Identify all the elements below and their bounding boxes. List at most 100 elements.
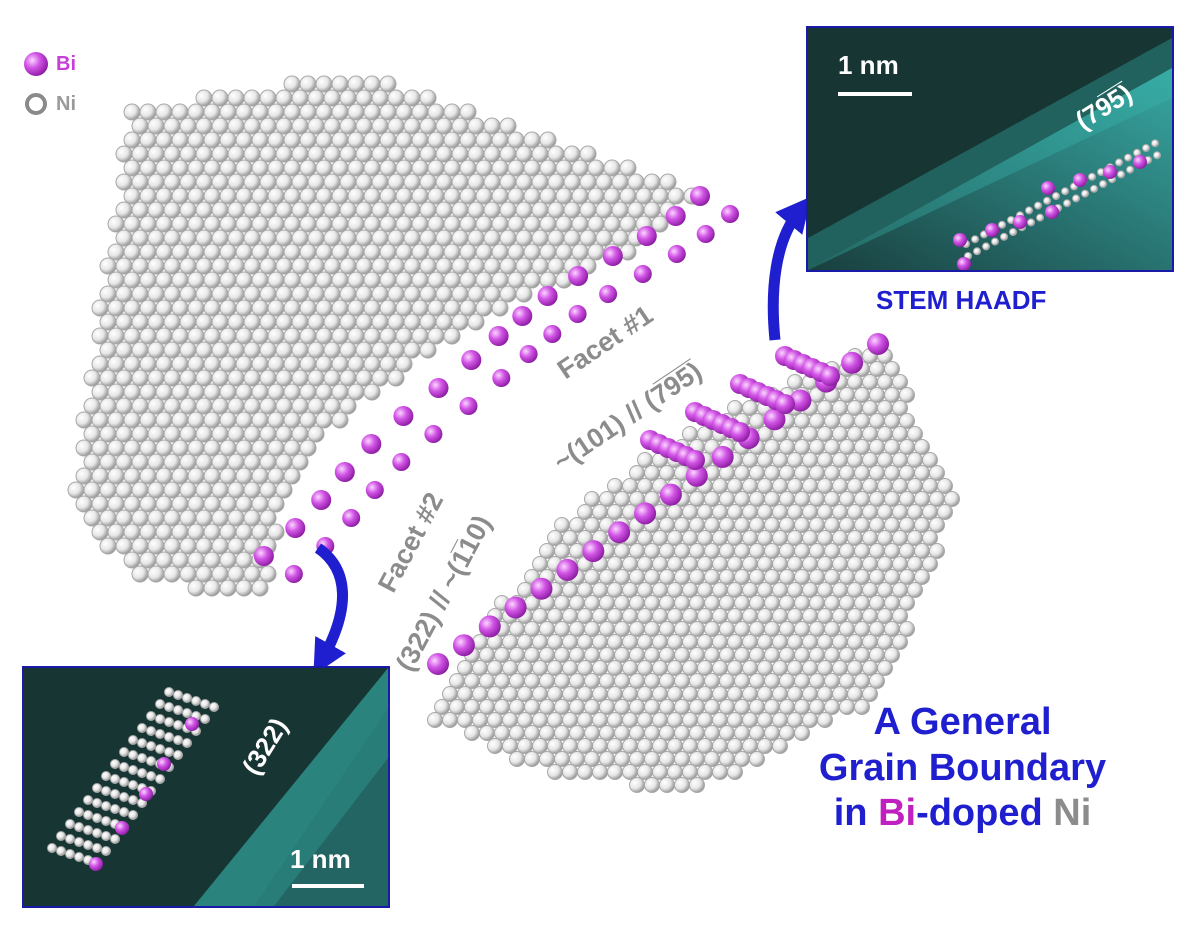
ni-atom	[155, 495, 173, 513]
ni-atom	[331, 159, 349, 177]
ni-atom	[387, 369, 405, 387]
ni-atom	[307, 341, 325, 359]
ni-atom	[347, 299, 365, 317]
ni-atom	[259, 341, 277, 359]
bi-atom	[89, 857, 103, 871]
ni-atom	[403, 313, 421, 331]
ni-atom	[467, 285, 485, 303]
ni-atom	[203, 579, 221, 597]
ni-atom	[339, 145, 357, 163]
bi-atom	[1013, 215, 1027, 229]
ni-atom	[243, 509, 261, 527]
ni-atom	[243, 229, 261, 247]
ni-atom	[227, 201, 245, 219]
ni-atom	[187, 551, 205, 569]
ni-atom	[123, 439, 141, 457]
ni-atom	[539, 751, 555, 767]
ni-atom	[459, 131, 477, 149]
bi-atom	[512, 306, 533, 326]
ni-atom	[131, 173, 149, 191]
ni-atom	[147, 481, 165, 499]
ni-atom	[403, 173, 421, 191]
ni-atom	[1090, 184, 1098, 193]
bi-atom	[568, 305, 587, 323]
ni-atom	[187, 411, 205, 429]
ni-atom	[339, 313, 357, 331]
ni-atom	[147, 341, 165, 359]
ni-atom	[179, 257, 197, 275]
ni-atom	[171, 243, 189, 261]
ni-atom	[139, 187, 157, 205]
ni-atom	[1061, 187, 1069, 196]
ni-atom	[119, 747, 129, 757]
stem-inset-top: 1 nm (79̅5̅)	[806, 26, 1174, 272]
ni-atom	[163, 565, 181, 583]
ni-atom	[1126, 165, 1134, 174]
ni-atom	[251, 187, 269, 205]
ni-atom	[929, 543, 945, 559]
ni-atom	[323, 257, 341, 275]
ni-atom	[155, 159, 173, 177]
ni-atom	[235, 495, 253, 513]
ni-atom	[243, 145, 261, 163]
ni-atom	[243, 481, 261, 499]
ni-atom	[339, 341, 357, 359]
ni-atom	[243, 565, 261, 583]
ni-atom	[611, 173, 629, 191]
ni-atom	[123, 215, 141, 233]
bi-atom	[1133, 155, 1147, 169]
ni-atom	[139, 467, 157, 485]
ni-atom	[131, 145, 149, 163]
ni-atom	[187, 243, 205, 261]
ni-atom	[259, 173, 277, 191]
bi-atom	[452, 634, 475, 657]
ni-atom	[243, 453, 261, 471]
ni-atom	[163, 453, 181, 471]
ni-atom	[179, 425, 197, 443]
ni-atom	[355, 257, 373, 275]
ni-atom	[107, 243, 125, 261]
ni-atom	[155, 467, 173, 485]
ni-atom	[203, 243, 221, 261]
ni-atom	[195, 201, 213, 219]
ni-atom	[147, 537, 165, 555]
ni-atom	[187, 187, 205, 205]
ni-atom	[315, 187, 333, 205]
ni-atom	[259, 257, 277, 275]
ni-atom	[315, 411, 333, 429]
ni-atom	[164, 732, 174, 742]
ni-atom	[139, 355, 157, 373]
bi-atom	[504, 596, 527, 619]
ni-atom	[283, 103, 301, 121]
ni-atom	[91, 327, 109, 345]
figure-title: A General Grain Boundary in Bi-doped Ni	[790, 700, 1135, 837]
ni-atom	[123, 551, 141, 569]
bi-atom	[1103, 165, 1117, 179]
ni-atom	[479, 725, 495, 741]
ni-atom	[507, 159, 525, 177]
ni-atom	[347, 215, 365, 233]
ni-atom	[483, 173, 501, 191]
ni-atom	[163, 257, 181, 275]
ni-atom	[419, 229, 437, 247]
bi-segregation-layer	[253, 186, 889, 675]
title-in: in	[833, 792, 879, 835]
ni-atom	[403, 285, 421, 303]
ni-atom	[892, 400, 908, 416]
ni-atom	[83, 481, 101, 499]
ni-atom	[91, 523, 109, 541]
ni-atom	[929, 465, 945, 481]
ni-atom	[147, 313, 165, 331]
ni-atom	[227, 481, 245, 499]
ni-atom	[219, 523, 237, 541]
bi-atom	[602, 246, 623, 266]
ni-atom	[243, 201, 261, 219]
ni-atom	[499, 229, 517, 247]
ni-atom	[155, 187, 173, 205]
title-doped: -doped	[916, 792, 1054, 835]
ni-atom	[363, 215, 381, 233]
ni-atom	[74, 852, 84, 862]
bi-atom	[461, 350, 482, 370]
ni-atom	[283, 467, 301, 485]
ni-atom	[475, 271, 493, 289]
